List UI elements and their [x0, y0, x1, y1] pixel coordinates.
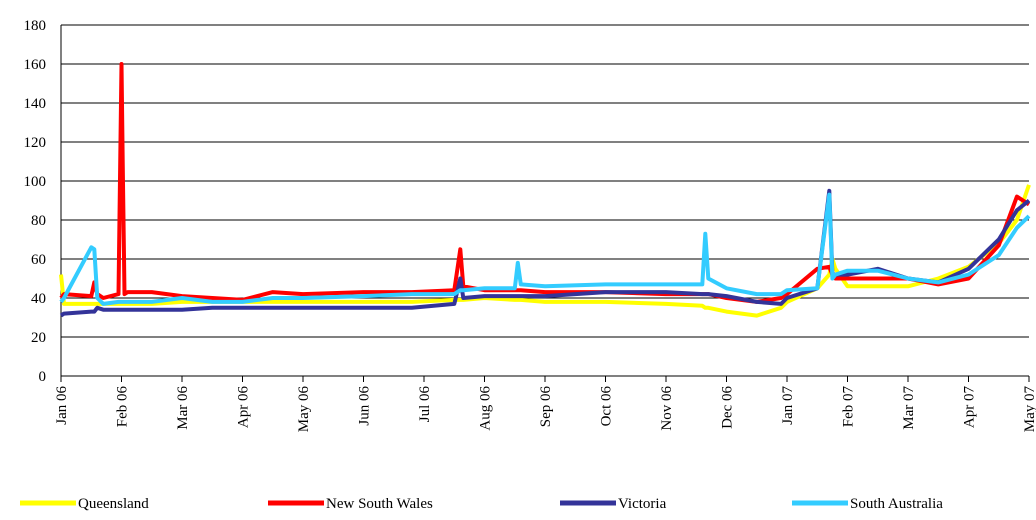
legend-label: Victoria: [618, 496, 667, 512]
y-tick-label: 160: [24, 57, 47, 73]
x-tick-label: Apr 06: [236, 386, 252, 429]
x-tick-label: Mar 06: [175, 386, 191, 430]
y-tick-label: 100: [24, 174, 47, 190]
y-tick-label: 60: [31, 252, 46, 268]
x-tick-label: Feb 06: [115, 386, 131, 428]
x-tick-label: Jan 06: [54, 386, 70, 425]
x-tick-label: Feb 07: [841, 386, 857, 428]
x-tick-label: Sep 06: [538, 386, 554, 428]
x-tick-label: Jan 07: [780, 386, 796, 425]
x-tick-label: Mar 07: [901, 386, 917, 430]
x-tick-label: Aug 06: [478, 386, 494, 431]
legend-label: New South Wales: [326, 496, 433, 512]
legend-label: Queensland: [78, 496, 149, 512]
x-tick-label: Nov 06: [659, 386, 675, 431]
y-tick-label: 180: [24, 18, 47, 34]
y-tick-label: 0: [39, 369, 47, 385]
x-tick-label: Dec 06: [720, 386, 736, 429]
series-line: [59, 62, 1031, 304]
y-tick-label: 40: [31, 291, 46, 307]
x-tick-label: Jul 06: [417, 386, 433, 423]
x-tick-label: Jun 06: [357, 386, 373, 426]
x-tick-label: May 07: [1022, 386, 1036, 433]
legend-label: South Australia: [850, 496, 943, 512]
x-tick-label: May 06: [296, 386, 312, 433]
series-line: [59, 192, 1031, 306]
y-tick-label: 20: [31, 330, 46, 346]
y-tick-label: 120: [24, 135, 47, 151]
y-tick-label: 140: [24, 96, 47, 112]
y-tick-label: 80: [31, 213, 46, 229]
x-tick-label: Oct 06: [599, 386, 615, 427]
x-tick-label: Apr 07: [962, 386, 978, 429]
